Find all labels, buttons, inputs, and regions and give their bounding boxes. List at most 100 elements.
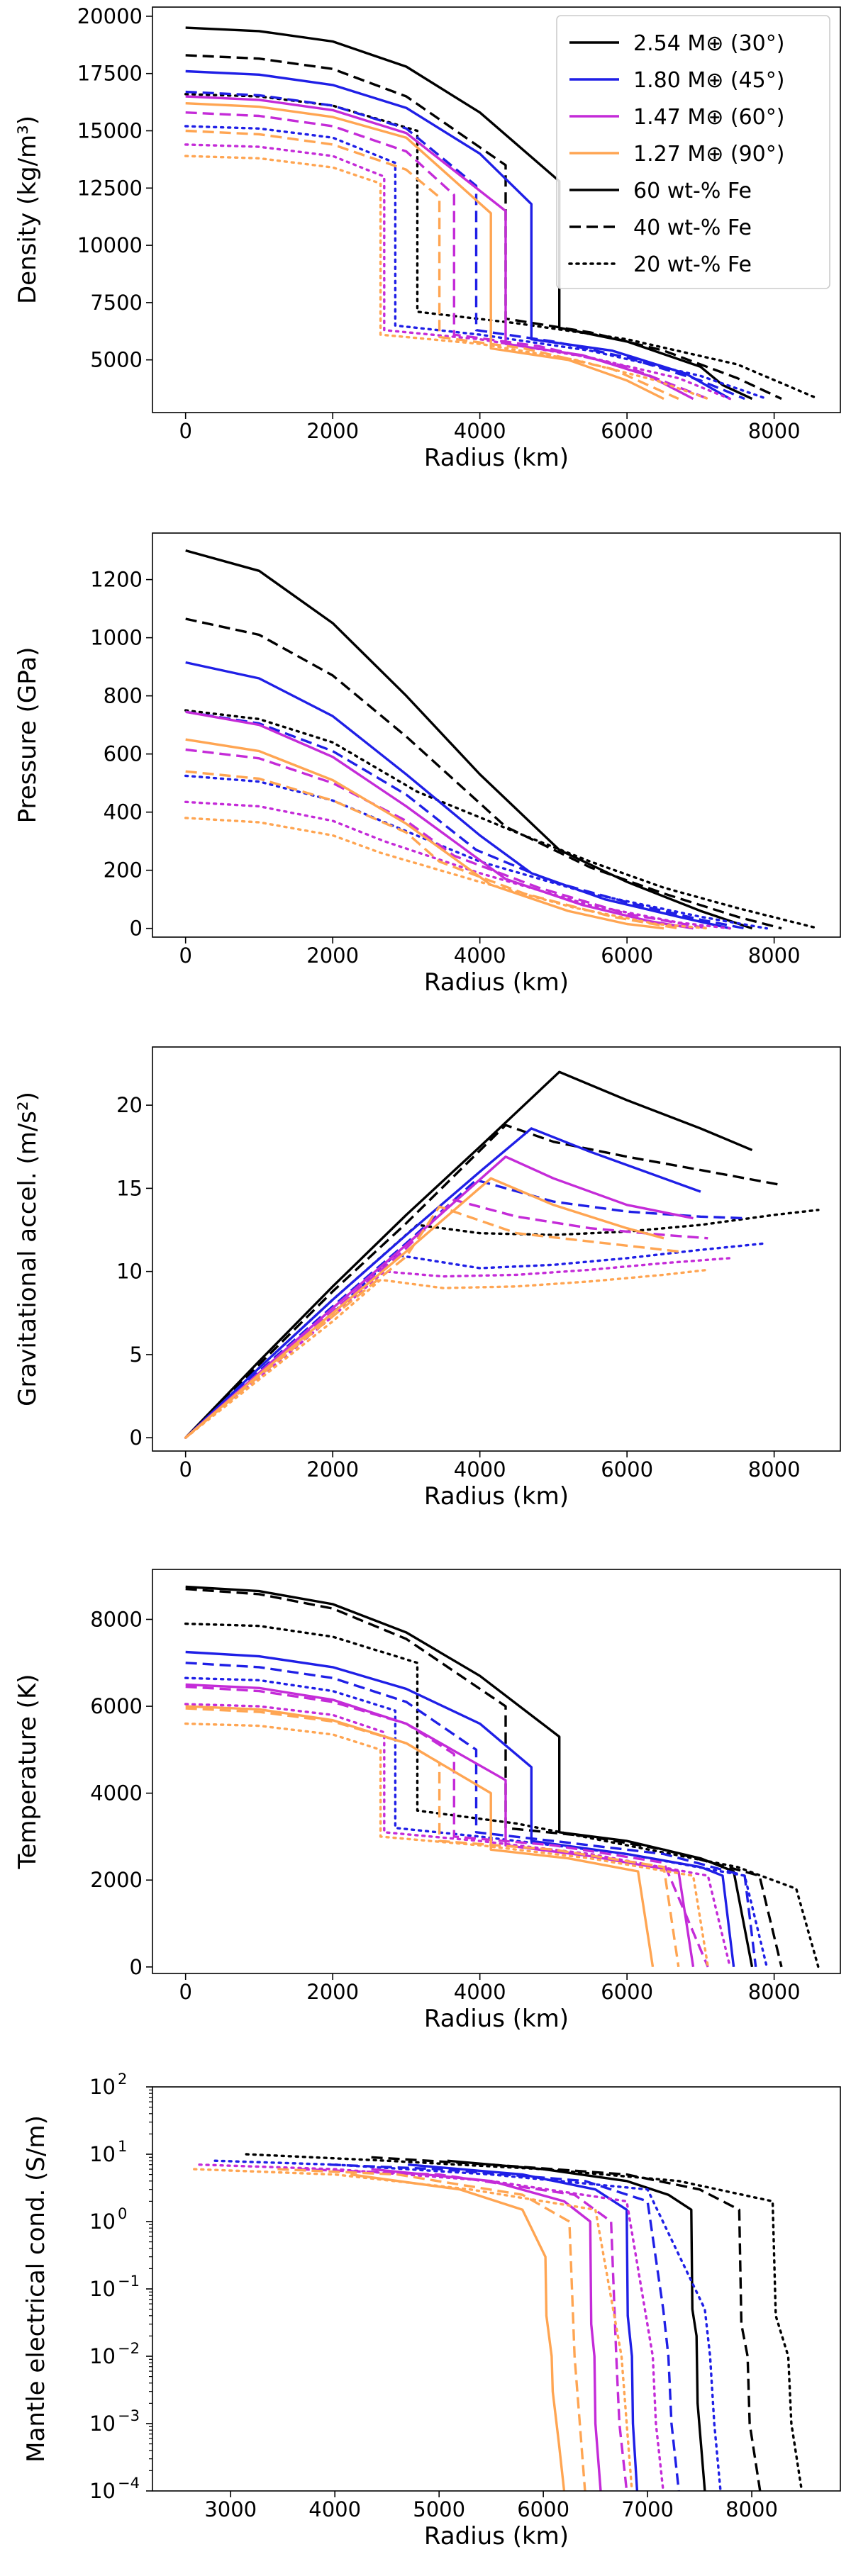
- y-tick-label: 5000: [90, 348, 143, 372]
- y-tick-label: 17500: [77, 62, 143, 86]
- series-line: [184, 1178, 745, 1439]
- series-line: [185, 770, 679, 930]
- x-axis-label: Radius (km): [424, 2005, 569, 2033]
- series-line: [184, 1722, 709, 1969]
- series-line: [185, 617, 782, 930]
- y-tick-exponent: −3: [118, 2407, 140, 2424]
- chart-gravity: 0 2000 4000 6000 8000 0 5 10 15 20 Radius (km) Grav…: [13, 1046, 841, 1511]
- y-tick-label: 10: [89, 2412, 116, 2436]
- x-tick-label: 8000: [748, 419, 801, 443]
- y-tick-exponent: 1: [118, 2138, 127, 2155]
- series-line: [184, 1124, 782, 1439]
- series-line: [185, 1685, 709, 1968]
- series-line: [184, 817, 709, 930]
- series-group: [184, 1585, 820, 1969]
- x-axis-label: Radius (km): [424, 444, 569, 472]
- y-tick-label: 12500: [77, 176, 143, 200]
- series-line: [329, 2163, 680, 2491]
- series-line: [245, 2153, 803, 2491]
- x-tick-label: 0: [179, 1980, 191, 2004]
- y-tick-exponent: −1: [118, 2273, 140, 2290]
- y-axis-label: Mantle electrical cond. (S/m): [22, 2115, 50, 2463]
- series-line: [184, 1257, 732, 1439]
- series-group: [184, 1070, 820, 1439]
- y-tick-label: 8000: [90, 1607, 143, 1631]
- series-line: [184, 93, 820, 401]
- x-tick-label: 4000: [454, 419, 506, 443]
- x-tick-label: 0: [179, 419, 191, 443]
- series-line: [184, 1209, 820, 1439]
- x-tick-label: 5000: [413, 2497, 465, 2521]
- y-tick-label: 4000: [90, 1781, 143, 1805]
- y-tick-label: 400: [104, 800, 143, 824]
- series-line: [185, 90, 745, 401]
- x-tick-label: 2000: [306, 1980, 359, 2004]
- series-line: [185, 1683, 695, 1968]
- x-tick-label: 4000: [454, 1980, 506, 2004]
- y-tick-label: 800: [104, 684, 143, 708]
- y-tick-label: 0: [130, 917, 143, 941]
- y-axis-label: Gravitational accel. (m/s²): [13, 1092, 42, 1406]
- series-line: [185, 102, 664, 401]
- plot-frame: [152, 6, 841, 413]
- series-line: [298, 2168, 628, 2491]
- y-axis-label: Density (kg/m³): [13, 116, 42, 304]
- series-line: [184, 1676, 769, 1969]
- x-tick-label: 6000: [601, 419, 653, 443]
- series-line: [184, 1205, 679, 1439]
- series-group: [184, 549, 820, 930]
- x-tick-label: 4000: [454, 943, 506, 968]
- y-tick-label: 2000: [90, 1868, 143, 1892]
- y-tick-exponent: 0: [118, 2205, 127, 2222]
- series-line: [371, 2168, 602, 2491]
- legend-box: [556, 15, 830, 289]
- y-tick-label: 10: [89, 2344, 116, 2368]
- series-line: [184, 1242, 769, 1439]
- series-line: [185, 1585, 754, 1968]
- y-axis-label: Temperature (K): [13, 1674, 42, 1869]
- y-tick-label: 7500: [90, 291, 143, 315]
- plot-frame: [152, 1569, 841, 1974]
- x-tick-label: 3000: [204, 2497, 257, 2521]
- series-line: [277, 2168, 586, 2491]
- y-tick-label: 10: [116, 1260, 143, 1284]
- series-line: [350, 2173, 566, 2491]
- series-line: [184, 1155, 694, 1439]
- x-tick-label: 8000: [725, 2497, 778, 2521]
- series-group: [184, 26, 820, 401]
- legend-label: 1.27 M⊕ (90°): [633, 142, 784, 167]
- y-tick-exponent: −2: [118, 2340, 140, 2357]
- x-tick-label: 2000: [306, 419, 359, 443]
- chart-temperature: 0 2000 4000 6000 8000 0 2000 4000 6000 8000 Radius…: [13, 1569, 841, 2033]
- plot-frame: [152, 532, 841, 938]
- series-line: [184, 143, 732, 401]
- y-tick-label: 15000: [77, 119, 143, 143]
- x-tick-label: 2000: [306, 1457, 359, 1482]
- y-tick-label: 10000: [77, 233, 143, 257]
- y-tick-label: 5: [130, 1343, 143, 1367]
- series-group: [193, 2153, 803, 2491]
- x-axis-label: Radius (km): [424, 2522, 569, 2550]
- y-tick-label: 20: [116, 1093, 143, 1117]
- series-line: [184, 1199, 708, 1439]
- y-tick-exponent: −4: [118, 2475, 140, 2492]
- x-tick-label: 6000: [601, 943, 653, 968]
- series-line: [185, 710, 694, 930]
- y-tick-exponent: 2: [118, 2071, 127, 2088]
- series-line: [184, 1622, 820, 1969]
- x-tick-label: 0: [179, 1457, 191, 1482]
- series-line: [193, 2168, 633, 2491]
- x-tick-label: 8000: [748, 1457, 801, 1482]
- series-line: [185, 661, 730, 930]
- series-line: [184, 1268, 709, 1439]
- series-line: [185, 1707, 680, 1968]
- y-tick-label: 15: [116, 1176, 143, 1200]
- series-line: [184, 709, 820, 930]
- legend-label: 40 wt-% Fe: [633, 215, 752, 240]
- y-tick-label: 10: [89, 2075, 116, 2099]
- series-line: [184, 125, 769, 401]
- y-tick-label: 1000: [90, 626, 143, 650]
- plot-frame: [152, 1046, 841, 1452]
- y-tick-label: 600: [104, 742, 143, 766]
- chart-conductivity: 3000 4000 5000 6000 7000 800010−410−310−210−1…: [22, 2071, 841, 2550]
